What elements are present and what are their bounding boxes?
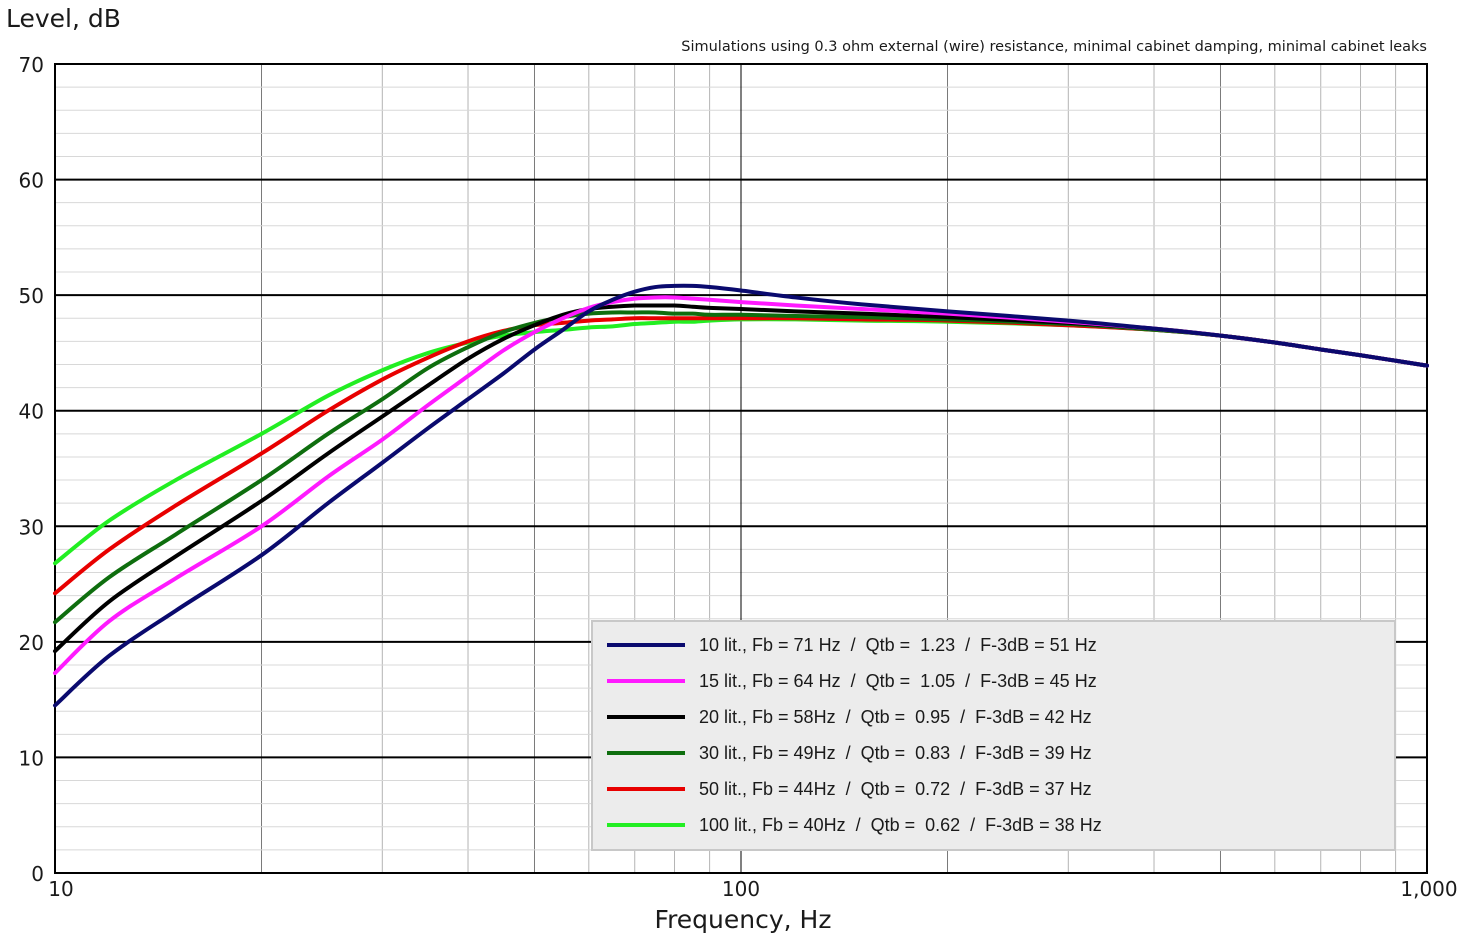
legend-label: 10 lit., Fb = 71 Hz / Qtb = 1.23 / F-3dB… bbox=[699, 635, 1097, 655]
y-tick-label: 20 bbox=[19, 631, 44, 655]
chart-subtitle: Simulations using 0.3 ohm external (wire… bbox=[681, 39, 1427, 55]
y-axis-label: Level, dB bbox=[6, 4, 121, 33]
y-tick-label: 0 bbox=[31, 862, 44, 886]
y-tick-label: 10 bbox=[19, 746, 44, 770]
legend: 10 lit., Fb = 71 Hz / Qtb = 1.23 / F-3dB… bbox=[591, 620, 1396, 851]
legend-label: 30 lit., Fb = 49Hz / Qtb = 0.83 / F-3dB … bbox=[699, 743, 1092, 763]
legend-label: 20 lit., Fb = 58Hz / Qtb = 0.95 / F-3dB … bbox=[699, 707, 1092, 727]
legend-box bbox=[591, 620, 1396, 851]
x-tick-label: 1,000 bbox=[1400, 877, 1457, 901]
x-tick-labels: 10 100 1,000 bbox=[48, 877, 1457, 901]
y-tick-label: 30 bbox=[19, 515, 44, 539]
series-line-1 bbox=[53, 283, 1429, 708]
y-tick-label: 60 bbox=[19, 169, 44, 193]
plot-area-border bbox=[54, 63, 1428, 874]
x-axis-label: Frequency, Hz bbox=[655, 905, 832, 934]
legend-label: 15 lit., Fb = 64 Hz / Qtb = 1.05 / F-3dB… bbox=[699, 671, 1097, 691]
x-tick-label: 100 bbox=[722, 877, 760, 901]
y-tick-label: 70 bbox=[19, 53, 44, 77]
x-tick-label: 10 bbox=[48, 877, 73, 901]
y-tick-label: 50 bbox=[19, 284, 44, 308]
legend-label: 50 lit., Fb = 44Hz / Qtb = 0.72 / F-3dB … bbox=[699, 779, 1092, 799]
y-tick-label: 40 bbox=[19, 400, 44, 424]
legend-label: 100 lit., Fb = 40Hz / Qtb = 0.62 / F-3dB… bbox=[699, 815, 1102, 835]
series-lines bbox=[53, 283, 1429, 708]
y-tick-labels: 0 10 20 30 40 50 60 70 bbox=[19, 53, 44, 886]
